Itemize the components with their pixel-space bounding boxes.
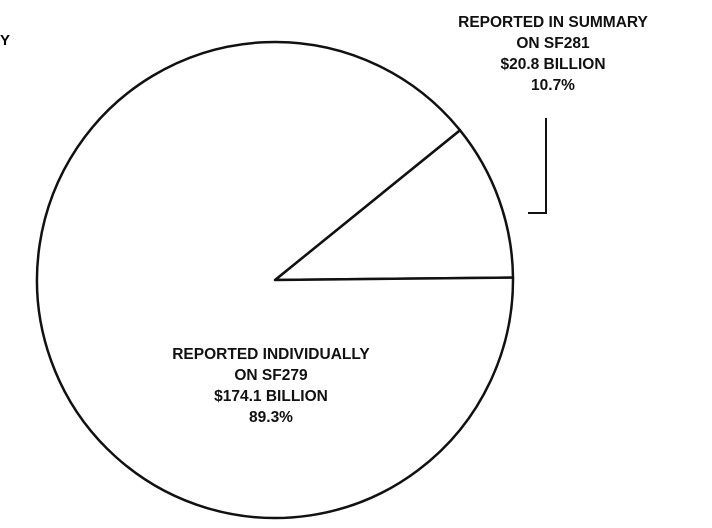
individual-label-line-1: REPORTED INDIVIDUALLY (172, 346, 370, 363)
summary-label-line-3: $20.8 BILLION (500, 56, 605, 73)
cropped-edge-text: Y (0, 32, 11, 49)
pie-slices (35, 40, 515, 520)
summary-label-line-1: REPORTED IN SUMMARY (458, 14, 648, 31)
summary-label-line-2: ON SF281 (516, 35, 590, 52)
summary-slice-label: REPORTED IN SUMMARY ON SF281 $20.8 BILLION… (458, 14, 648, 94)
individual-label-line-2: ON SF279 (234, 367, 308, 384)
individual-slice-label: REPORTED INDIVIDUALLY ON SF279 $174.1 BILL… (172, 346, 370, 426)
individual-label-line-4: 89.3% (249, 409, 293, 426)
summary-leader-line (528, 118, 547, 214)
pie-slice-individual (35, 40, 515, 520)
pie-slice-summary (273, 128, 515, 282)
individual-label-line-3: $174.1 BILLION (214, 388, 328, 405)
summary-label-line-4: 10.7% (531, 77, 575, 94)
